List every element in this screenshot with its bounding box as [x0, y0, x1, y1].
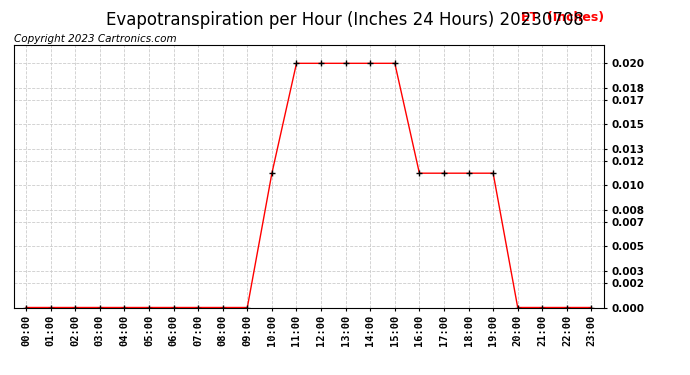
Text: Copyright 2023 Cartronics.com: Copyright 2023 Cartronics.com: [14, 34, 177, 44]
Text: ET  (Inches): ET (Inches): [521, 11, 604, 24]
Text: Evapotranspiration per Hour (Inches 24 Hours) 20230708: Evapotranspiration per Hour (Inches 24 H…: [106, 11, 584, 29]
